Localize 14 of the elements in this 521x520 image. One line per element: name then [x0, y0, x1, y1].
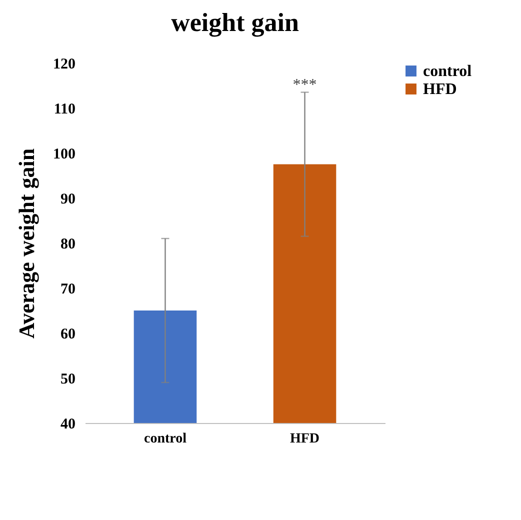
- y-tick-label: 90: [60, 192, 76, 208]
- y-tick-label: 80: [60, 236, 76, 252]
- y-axis-title: Average weight gain: [14, 148, 39, 339]
- annotation: ***: [292, 76, 317, 94]
- y-tick-label: 40: [60, 416, 76, 432]
- y-tick-label: 100: [53, 146, 76, 162]
- y-tick-label: 110: [54, 102, 76, 118]
- y-tick-label: 50: [60, 372, 76, 388]
- y-tick-label: 70: [60, 282, 76, 298]
- chart-title: weight gain: [171, 8, 300, 37]
- legend-label: HFD: [423, 81, 457, 98]
- y-tick-label: 120: [53, 56, 76, 72]
- legend-label: control: [423, 63, 472, 80]
- y-tick-label: 60: [60, 326, 76, 342]
